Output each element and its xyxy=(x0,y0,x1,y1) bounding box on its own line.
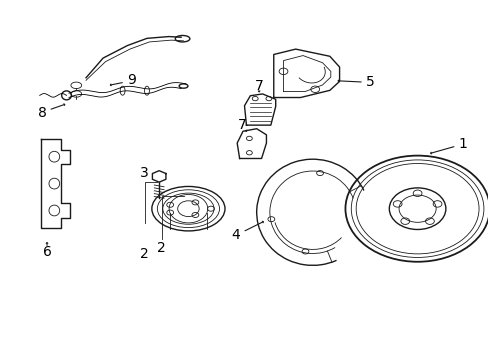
Text: 1: 1 xyxy=(458,137,467,151)
Text: 3: 3 xyxy=(140,166,149,180)
Text: 5: 5 xyxy=(365,75,374,89)
Text: 4: 4 xyxy=(231,228,240,242)
Ellipse shape xyxy=(144,86,149,95)
Text: 7: 7 xyxy=(237,118,246,132)
Text: 9: 9 xyxy=(127,73,136,87)
Ellipse shape xyxy=(120,86,125,95)
Text: 6: 6 xyxy=(42,246,51,260)
Text: 2: 2 xyxy=(157,241,165,255)
Text: 7: 7 xyxy=(254,79,263,93)
Text: 2: 2 xyxy=(140,247,149,261)
Text: 8: 8 xyxy=(38,105,46,120)
